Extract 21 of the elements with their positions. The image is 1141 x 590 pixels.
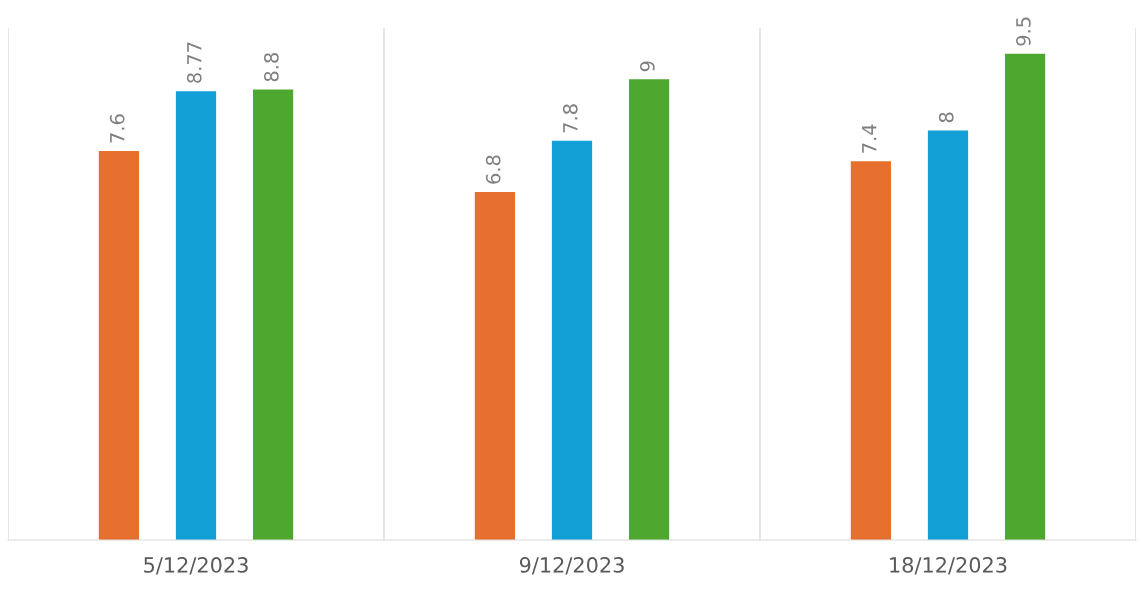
x-tick-label: 5/12/2023 (144, 557, 248, 575)
data-label: 8.77 (186, 42, 202, 83)
bar (850, 161, 892, 540)
data-label: 8 (938, 112, 954, 123)
data-label: 7.8 (562, 104, 578, 133)
bar (175, 91, 217, 540)
x-tick-label: 18/12/2023 (890, 557, 1007, 575)
data-label: 7.6 (109, 114, 125, 143)
data-label: 6.8 (485, 155, 501, 184)
bar (474, 191, 516, 540)
bar (551, 140, 593, 540)
data-label: 9 (640, 61, 655, 72)
data-label: 8.8 (264, 53, 279, 82)
x-tick-label: 9/12/2023 (519, 557, 624, 575)
bar (1004, 53, 1046, 540)
bar (98, 151, 140, 540)
bar (927, 130, 969, 540)
data-label: 7.4 (862, 124, 877, 153)
bar (628, 79, 670, 540)
data-label: 9.5 (1016, 17, 1031, 46)
bar (252, 89, 294, 540)
